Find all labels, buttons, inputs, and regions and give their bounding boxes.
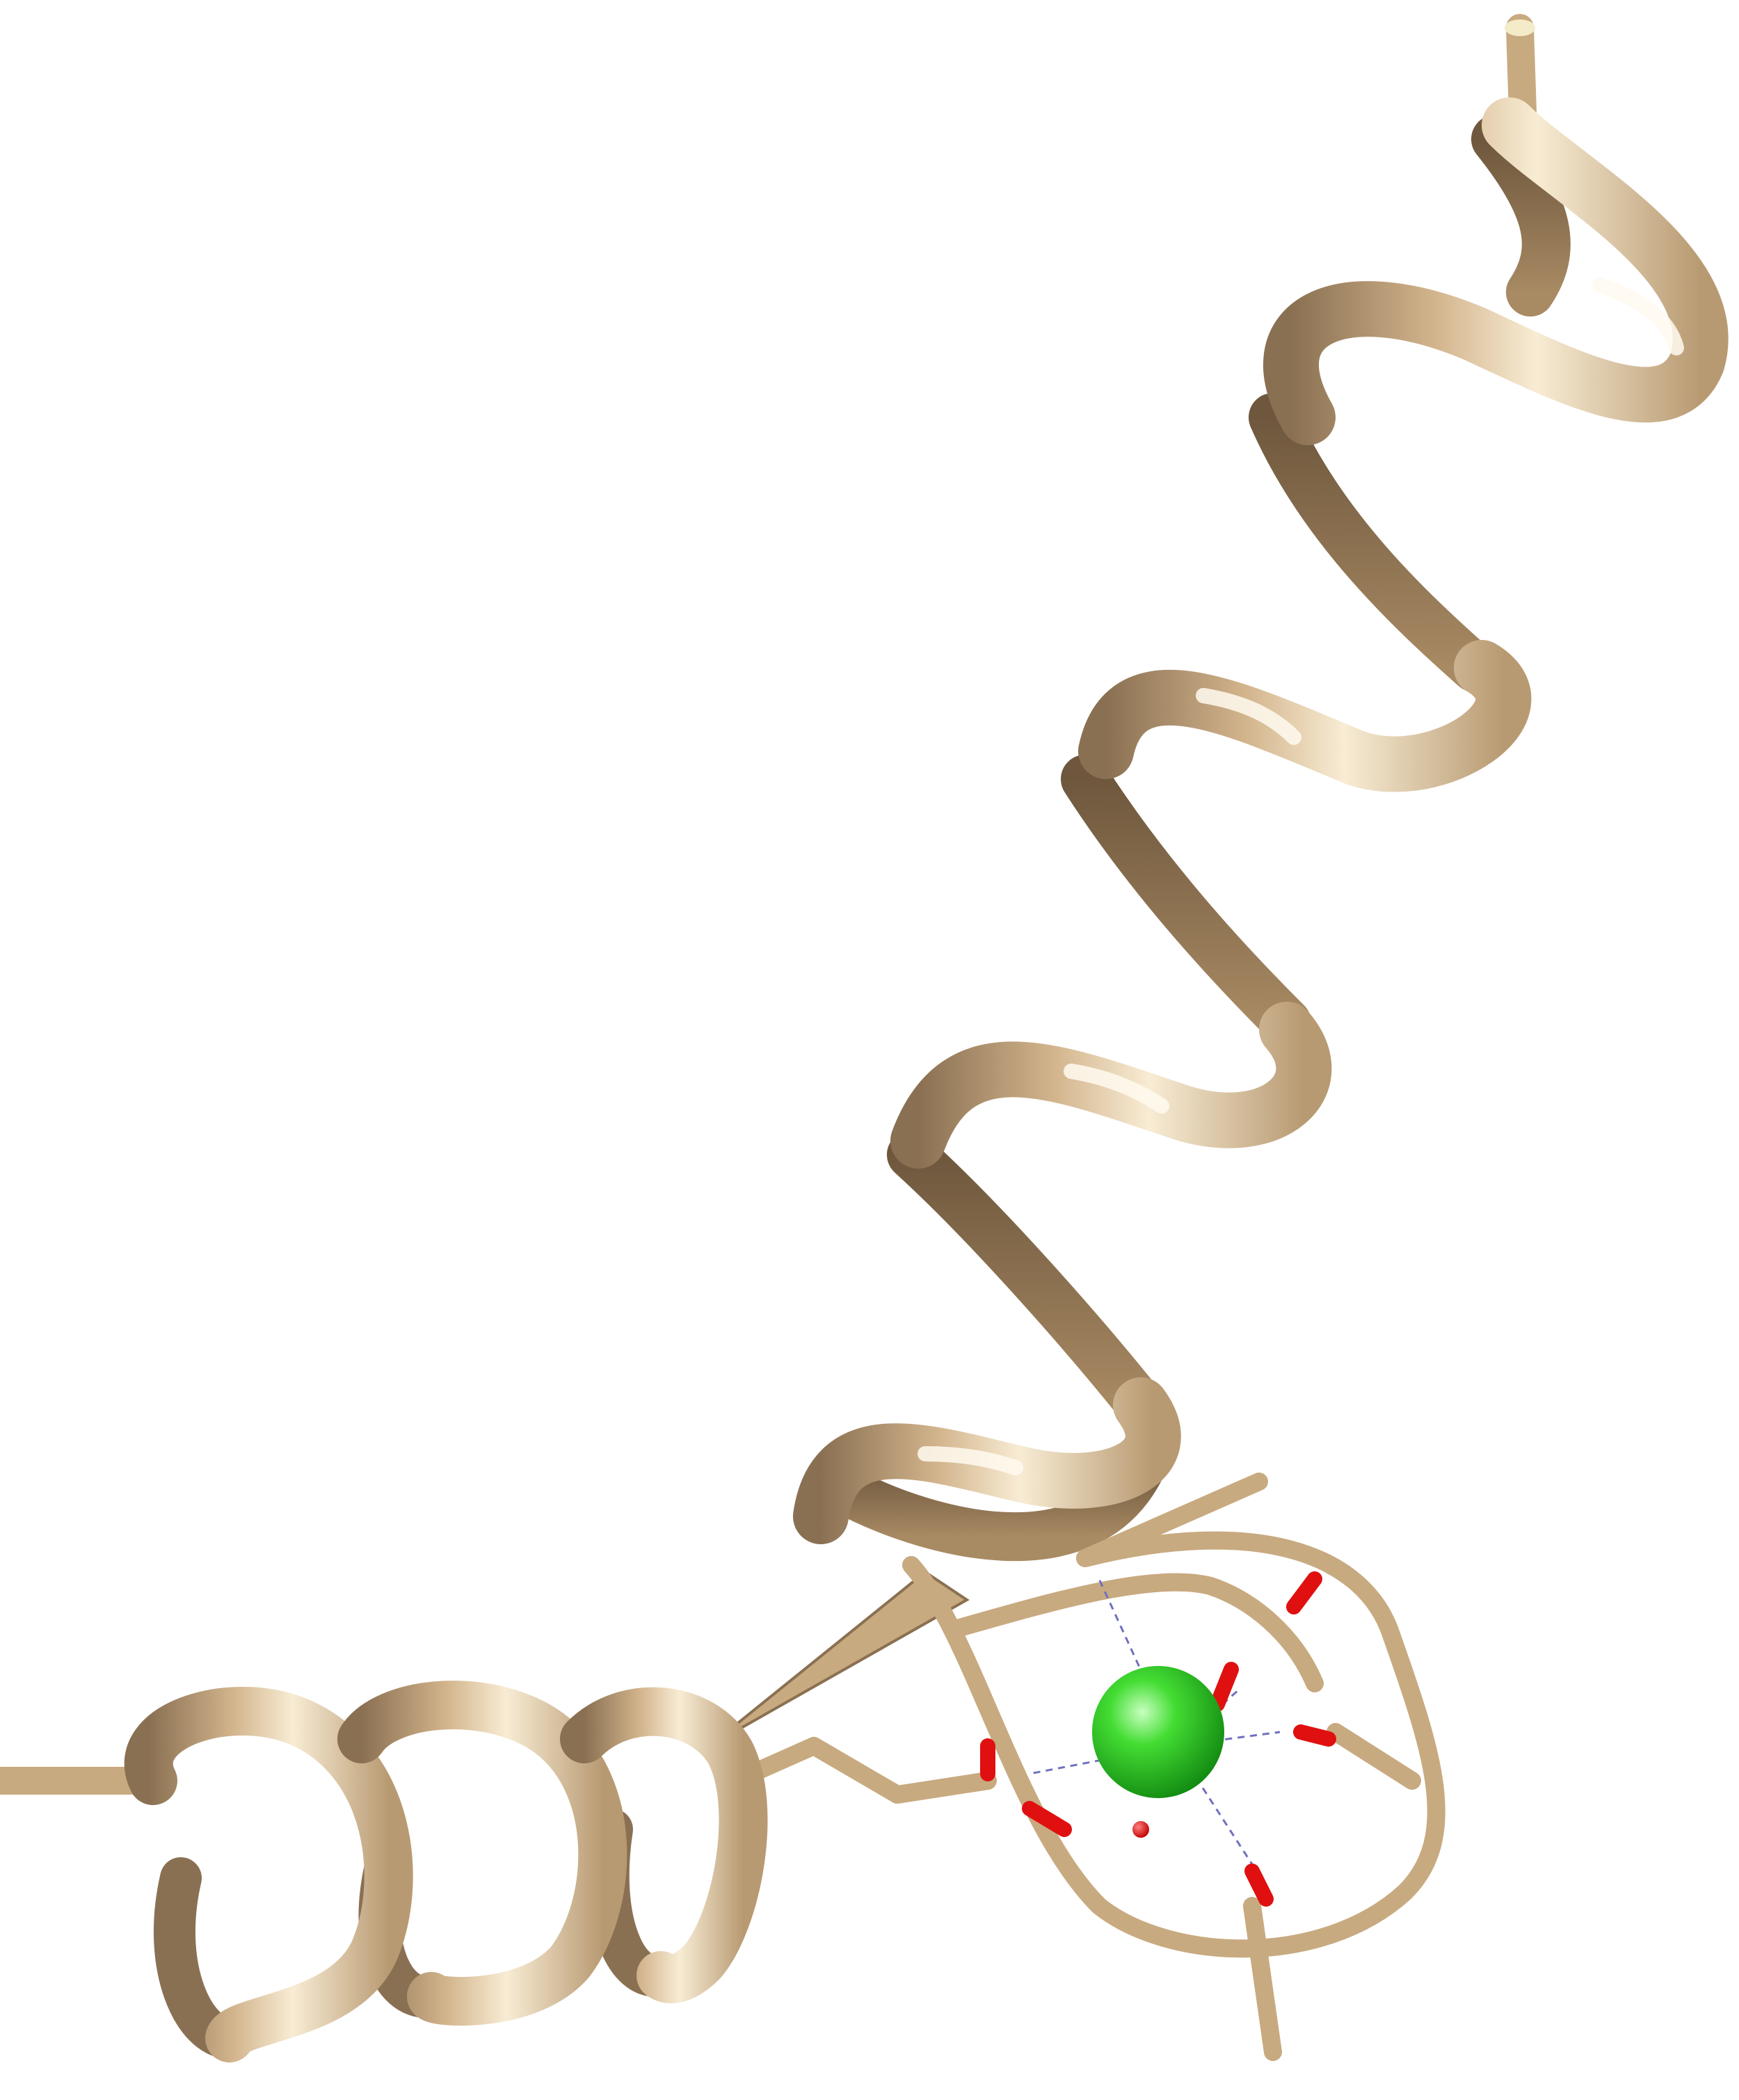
helix-highlight-4 xyxy=(917,1446,1023,1475)
oxygen-6 xyxy=(1244,1863,1274,1907)
sidechain-bottom xyxy=(1243,1897,1282,2061)
helix-highlight-1 xyxy=(1592,278,1684,355)
lower-helix-loop-3 xyxy=(560,1687,768,2003)
helix-back-strand-5 xyxy=(831,1443,1165,1562)
connector-ribbon xyxy=(708,1570,970,1747)
helix-front-strand-2 xyxy=(1078,640,1532,792)
helix-back-strand-4 xyxy=(887,1130,1165,1429)
helix-front-strand-4 xyxy=(793,1377,1181,1544)
oxygen-3 xyxy=(1293,1724,1336,1747)
lower-helix-loop-2 xyxy=(337,1681,627,2026)
helix-back-strand-2 xyxy=(1249,393,1499,692)
coord-line-3 xyxy=(1174,1745,1253,1865)
loop-tube-inner xyxy=(951,1573,1324,1692)
calcium-ion xyxy=(1092,1666,1224,1798)
helix-back-strand-3 xyxy=(1061,755,1311,1047)
lower-helix-ribbon xyxy=(0,1681,768,2062)
oxygen-5 xyxy=(1022,1801,1072,1837)
oxygen-1 xyxy=(1286,1571,1322,1614)
sidechain-left xyxy=(742,1737,997,1804)
oxygen-atoms xyxy=(980,1571,1336,1907)
helix-highlight-3 xyxy=(1064,1064,1169,1114)
loop-tube-outer xyxy=(902,1531,1445,1958)
helix-front-strand-1 xyxy=(1263,97,1729,445)
helix-tip-cap xyxy=(1505,19,1535,36)
helix-highlight-2 xyxy=(1196,688,1301,745)
sidechain-top xyxy=(1076,1473,1268,1567)
binding-loop xyxy=(742,1473,1445,2061)
water-oxygen xyxy=(1132,1821,1149,1838)
sidechain-right xyxy=(1327,1723,1421,1790)
oxygen-2 xyxy=(1210,1662,1239,1712)
upper-helix-ribbon xyxy=(793,14,1729,1562)
lower-helix-loop-1 xyxy=(124,1687,413,2062)
helix-front-strand-3 xyxy=(890,1002,1332,1169)
